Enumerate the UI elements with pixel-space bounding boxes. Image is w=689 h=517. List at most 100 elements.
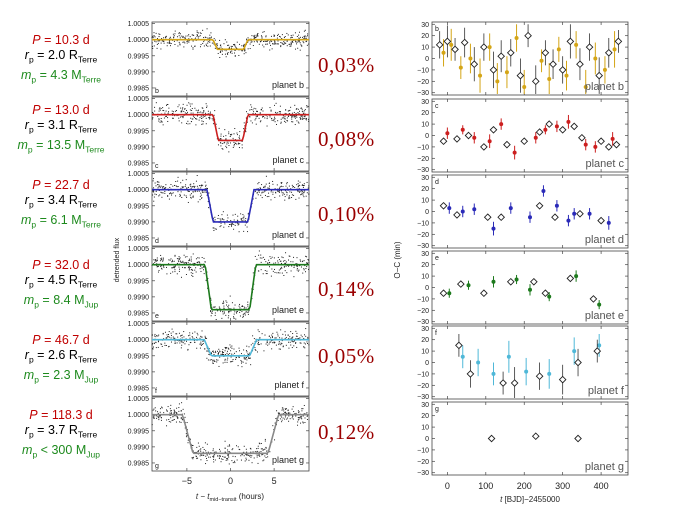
flux-point <box>296 35 298 37</box>
flux-point <box>260 35 262 37</box>
flux-point <box>212 306 214 308</box>
flux-point <box>248 40 250 42</box>
flux-point <box>243 122 245 124</box>
flux-point <box>153 190 155 192</box>
flux-point <box>206 187 208 189</box>
flux-point <box>283 193 285 195</box>
flux-point <box>209 37 211 39</box>
flux-point <box>279 418 281 420</box>
model-diamond <box>466 370 475 378</box>
flux-point <box>284 36 286 38</box>
depth-planet-g: 0,12% <box>318 420 375 444</box>
observed-point <box>458 65 463 70</box>
flux-point <box>301 108 303 110</box>
flux-point <box>224 223 226 225</box>
flux-point <box>278 344 280 346</box>
flux-point <box>153 45 155 47</box>
flux-point <box>185 184 187 186</box>
flux-point <box>210 299 212 301</box>
flux-point <box>250 109 252 111</box>
flux-point <box>271 348 273 350</box>
flux-point <box>308 120 310 122</box>
flux-point <box>255 36 257 38</box>
flux-point <box>308 268 310 270</box>
flux-point <box>231 302 233 304</box>
flux-point <box>182 261 184 263</box>
flux-point <box>295 198 297 200</box>
flux-point <box>266 340 268 342</box>
model-diamond <box>566 37 575 46</box>
flux-point <box>220 142 222 144</box>
ytick-label: 30 <box>421 326 429 333</box>
flux-point <box>284 42 286 44</box>
flux-point <box>169 259 171 261</box>
flux-point <box>229 52 231 54</box>
flux-point <box>295 412 297 414</box>
flux-point <box>247 311 249 313</box>
model-diamond <box>443 37 452 46</box>
flux-point <box>190 258 192 260</box>
flux-point <box>289 45 291 47</box>
flux-point <box>301 116 303 118</box>
flux-point <box>281 182 283 184</box>
flux-point <box>158 419 160 421</box>
flux-point <box>156 47 158 49</box>
flux-point <box>296 43 298 45</box>
flux-point <box>181 266 183 268</box>
flux-point <box>200 341 202 343</box>
flux-point <box>285 113 287 115</box>
flux-point <box>248 346 250 348</box>
flux-point <box>228 226 230 228</box>
flux-point <box>252 451 254 453</box>
flux-point <box>307 33 309 35</box>
ytick-label: 0.9985 <box>128 235 150 242</box>
flux-point <box>222 300 224 302</box>
flux-point <box>180 182 182 184</box>
flux-point <box>274 121 276 123</box>
flux-point <box>280 342 282 344</box>
flux-point <box>287 265 289 267</box>
flux-point <box>166 266 168 268</box>
flux-point <box>304 35 306 37</box>
flux-point <box>220 46 222 48</box>
flux-point <box>246 111 248 113</box>
flux-point <box>278 111 280 113</box>
flux-point <box>298 122 300 124</box>
ytick-label: −30 <box>417 167 429 174</box>
flux-point <box>220 138 222 140</box>
ytick-label: 20 <box>421 262 429 269</box>
flux-point <box>295 330 297 332</box>
flux-point <box>292 341 294 343</box>
flux-point <box>211 352 213 354</box>
flux-point <box>308 185 310 187</box>
flux-point <box>224 39 226 41</box>
flux-point <box>298 412 300 414</box>
flux-point <box>297 338 299 340</box>
flux-point <box>224 53 226 55</box>
flux-point <box>246 359 248 361</box>
flux-point <box>199 268 201 270</box>
flux-point <box>196 30 198 32</box>
flux-point <box>286 187 288 189</box>
flux-point <box>177 336 179 338</box>
flux-point <box>265 35 267 37</box>
flux-point <box>188 38 190 40</box>
flux-point <box>174 266 176 268</box>
flux-point <box>206 105 208 107</box>
flux-point <box>174 337 176 339</box>
flux-point <box>280 266 282 268</box>
flux-point <box>252 335 254 337</box>
flux-point <box>212 450 214 452</box>
flux-point <box>296 116 298 118</box>
flux-point <box>262 449 264 451</box>
model-line <box>152 38 309 51</box>
flux-point <box>161 121 163 123</box>
flux-point <box>186 434 188 436</box>
flux-point <box>236 47 238 49</box>
flux-point <box>198 36 200 38</box>
flux-point <box>155 341 157 343</box>
flux-point <box>152 347 154 349</box>
flux-point <box>168 336 170 338</box>
flux-point <box>254 119 256 121</box>
flux-point <box>223 456 225 458</box>
